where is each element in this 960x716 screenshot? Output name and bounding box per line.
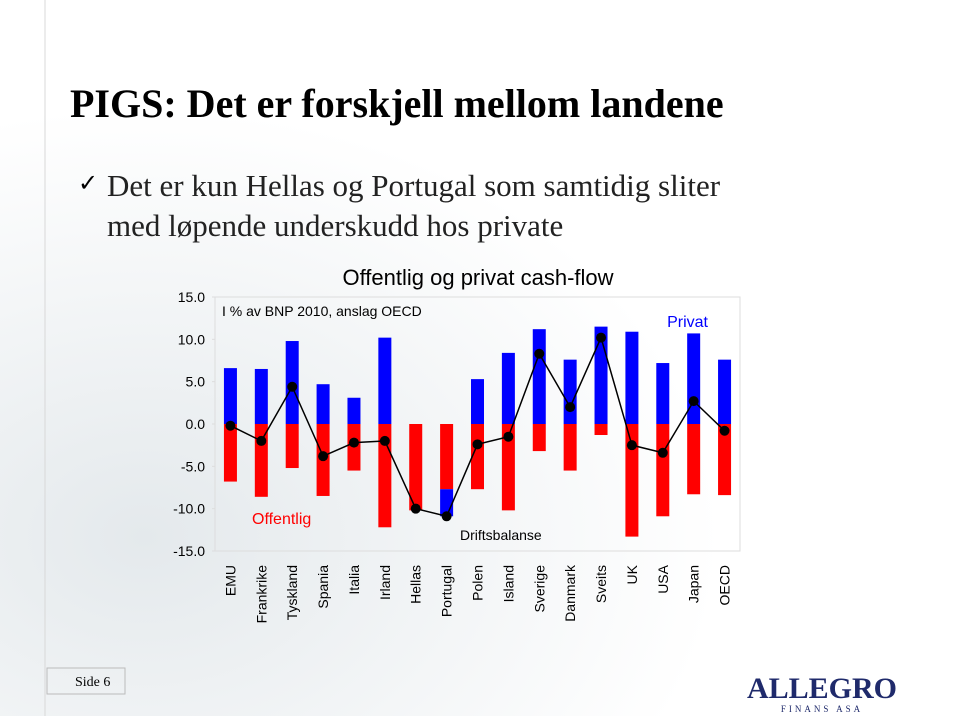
x-tick-label: EMU xyxy=(222,565,238,596)
logo: ALLEGRO xyxy=(747,672,897,705)
x-tick-label: Sveits xyxy=(593,565,609,603)
marker xyxy=(287,381,298,392)
y-tick-label: 15.0 xyxy=(178,289,205,305)
bullet-text: Det er kun Hellas og Portugal som samtid… xyxy=(107,168,721,203)
x-tick-label: Tyskland xyxy=(284,565,300,620)
marker xyxy=(318,451,329,462)
legend-label: Driftsbalanse xyxy=(460,527,542,543)
marker xyxy=(379,435,390,446)
marker xyxy=(657,447,668,458)
marker xyxy=(565,402,576,413)
bar xyxy=(532,424,546,452)
y-tick-label: 10.0 xyxy=(178,331,205,347)
bar xyxy=(254,424,268,497)
y-tick-label: -15.0 xyxy=(173,543,205,559)
check-icon: ✓ xyxy=(78,171,98,197)
bar xyxy=(471,424,484,490)
bar xyxy=(687,424,701,495)
marker xyxy=(256,435,267,446)
x-tick-label: Irland xyxy=(377,565,393,600)
bar xyxy=(501,352,515,424)
bar xyxy=(409,424,423,511)
x-tick-label: USA xyxy=(655,564,671,593)
marker xyxy=(626,440,637,451)
x-tick-label: Italia xyxy=(346,565,362,595)
x-tick-label: Portugal xyxy=(439,565,455,617)
bar xyxy=(625,424,639,537)
chart: Offentlig og privat cash-flow I % av BNP… xyxy=(173,265,741,624)
bar xyxy=(563,359,577,424)
bar xyxy=(656,424,670,517)
y-tick-label: -10.0 xyxy=(173,501,205,517)
bar xyxy=(471,379,484,424)
footer: Side 6 xyxy=(75,675,110,690)
logo-sub: FINANS ASA xyxy=(781,704,863,714)
bar xyxy=(563,424,577,471)
bar xyxy=(254,368,268,424)
bar xyxy=(316,384,330,424)
chart-title: Offentlig og privat cash-flow xyxy=(342,265,613,290)
marker xyxy=(534,348,545,359)
x-tick-label: Sverige xyxy=(531,565,547,613)
chart-subtitle: I % av BNP 2010, anslag OECD xyxy=(222,303,422,319)
marker xyxy=(596,332,607,343)
x-tick-label: Frankrike xyxy=(253,565,269,624)
x-tick-label: UK xyxy=(624,564,640,584)
marker xyxy=(225,420,236,431)
bar xyxy=(718,359,732,424)
bar xyxy=(656,363,670,424)
marker xyxy=(472,439,483,450)
bar xyxy=(718,424,732,496)
marker xyxy=(688,396,699,407)
bar xyxy=(625,331,639,424)
x-tick-label: OECD xyxy=(717,565,733,605)
marker xyxy=(348,437,359,448)
x-tick-label: Japan xyxy=(686,565,702,603)
marker xyxy=(441,511,452,522)
slide-title: PIGS: Det er forskjell mellom landene xyxy=(70,81,724,126)
bar xyxy=(378,337,392,424)
bar xyxy=(347,397,361,424)
bar xyxy=(532,329,546,424)
bullet-text: med løpende underskudd hos private xyxy=(107,208,563,243)
marker xyxy=(719,425,730,436)
x-tick-label: Spania xyxy=(315,565,331,609)
footer-box xyxy=(46,667,126,695)
legend-label: Privat xyxy=(667,314,708,331)
x-tick-label: Danmark xyxy=(562,564,578,622)
legend-label: Offentlig xyxy=(252,511,311,528)
y-tick-label: 0.0 xyxy=(186,416,206,432)
y-tick-label: -5.0 xyxy=(181,458,205,474)
x-tick-label: Island xyxy=(500,565,516,602)
bar xyxy=(594,424,608,436)
y-tick-label: 5.0 xyxy=(186,374,206,390)
bar xyxy=(501,424,515,511)
bar xyxy=(285,424,299,469)
bar xyxy=(440,424,454,490)
bar xyxy=(223,424,237,482)
marker xyxy=(410,503,421,514)
bar xyxy=(687,333,701,424)
x-tick-label: Hellas xyxy=(408,565,424,604)
x-tick-label: Polen xyxy=(470,565,486,601)
marker xyxy=(503,431,514,442)
bar xyxy=(223,368,237,424)
